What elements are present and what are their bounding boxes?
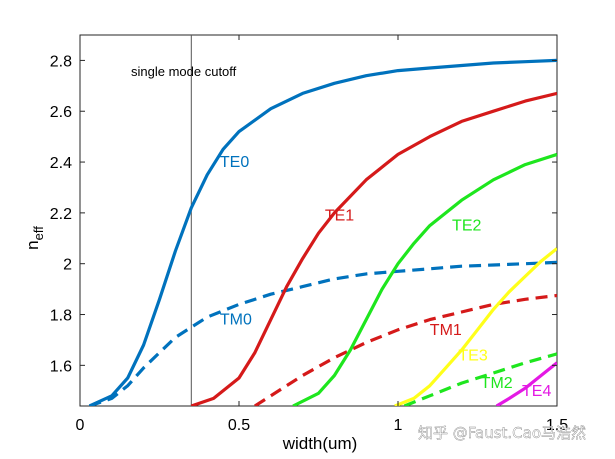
series-tm0-line [88,260,557,406]
x-tick-label: 1 [394,417,403,434]
y-tick-label: 2.6 [50,104,72,121]
series-te3-line [394,247,557,406]
y-axis-label-main: n [23,240,42,249]
label-tm2: TM2 [481,375,513,392]
x-tick-label: 1.5 [546,417,568,434]
y-tick-label: 2.4 [50,155,72,172]
label-te0: TE0 [220,154,249,171]
y-axis-label: neff [23,226,46,250]
series-te0-line [88,58,557,406]
y-tick-label: 1.6 [50,358,72,375]
y-tick-label: 2 [63,257,72,274]
series-te4-line [495,361,557,406]
y-tick-label: 1.8 [50,308,72,325]
y-tick-label: 2.2 [50,206,72,223]
label-te4: TE4 [522,383,551,400]
y-axis-label-sub: eff [31,226,46,241]
series-tm2-line [403,352,557,406]
label-te3: TE3 [458,347,487,364]
axis-ticks: 0 0.5 1 1.5 1.6 1.8 2 2.2 2.4 2.6 2.8 [50,35,568,434]
y-tick-label: 2.8 [50,53,72,70]
x-axis-label: width(um) [282,434,358,453]
plot-frame [79,34,558,407]
cutoff-annotation: single mode cutoff [131,64,237,79]
label-te1: TE1 [325,208,354,225]
watermark-text: 知乎 @Faust.Cao马浩然 [418,424,586,442]
series-te1-line [190,91,557,406]
label-tm1: TM1 [430,322,462,339]
label-tm0: TM0 [220,312,252,329]
series-te2-line [292,152,557,406]
plot-area: single mode cutoff TE0 TM0 TE1 TM1 TE2 TE3 TM2 T… [79,34,558,407]
x-tick-label: 0.5 [228,417,250,434]
label-te2: TE2 [452,218,481,235]
series-tm1-line [254,293,557,406]
x-tick-label: 0 [76,417,85,434]
